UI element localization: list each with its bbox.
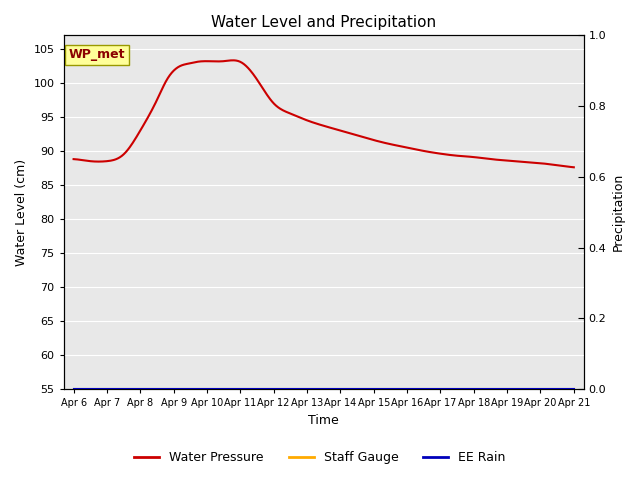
Title: Water Level and Precipitation: Water Level and Precipitation [211, 15, 436, 30]
Y-axis label: Water Level (cm): Water Level (cm) [15, 158, 28, 266]
Text: WP_met: WP_met [68, 48, 125, 61]
Legend: Water Pressure, Staff Gauge, EE Rain: Water Pressure, Staff Gauge, EE Rain [129, 446, 511, 469]
X-axis label: Time: Time [308, 414, 339, 427]
Y-axis label: Precipitation: Precipitation [612, 173, 625, 252]
